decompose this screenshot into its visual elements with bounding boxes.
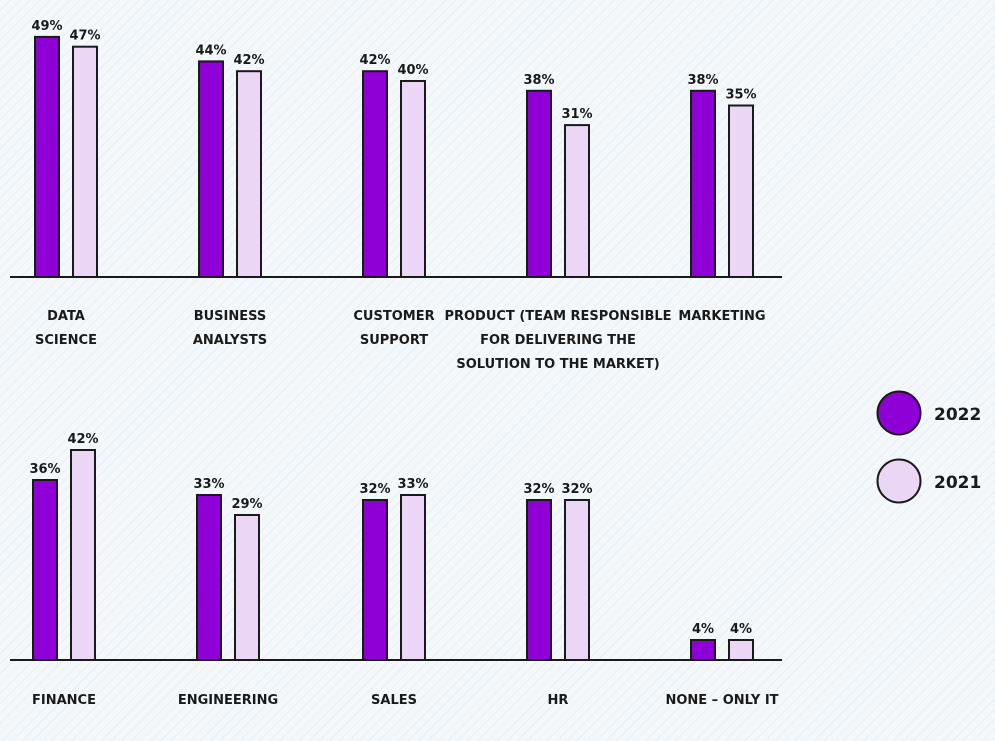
bar-2022	[362, 70, 388, 278]
category-label: NONE – ONLY IT	[665, 693, 778, 708]
legend-label-2021: 2021	[934, 473, 981, 493]
bar-2021	[400, 80, 426, 278]
bar-2021	[728, 639, 754, 661]
category-label: PRODUCT (TEAM RESPONSIBLE	[444, 309, 671, 324]
bar-2022	[690, 639, 716, 661]
data-label: 32%	[561, 482, 592, 497]
bar-2022	[198, 60, 224, 279]
legend-label-2022: 2022	[934, 405, 981, 425]
legend-swatch-2021	[876, 458, 922, 504]
category-label: SCIENCE	[35, 333, 97, 348]
category-label: FINANCE	[32, 693, 96, 708]
bar-2022	[362, 499, 388, 661]
data-label: 47%	[69, 29, 100, 44]
data-label: 35%	[725, 88, 756, 103]
bar-2021	[564, 499, 590, 661]
bar-2022	[32, 479, 58, 661]
bar-2021	[728, 104, 754, 278]
data-label: 4%	[730, 622, 752, 637]
category-label: BUSINESS	[194, 309, 267, 324]
bar-2021	[564, 124, 590, 278]
category-label: SALES	[371, 693, 417, 708]
data-label: 4%	[692, 622, 714, 637]
bar-2022	[526, 499, 552, 661]
data-label: 33%	[193, 477, 224, 492]
data-label: 33%	[397, 477, 428, 492]
legend-swatch-2022	[876, 390, 922, 436]
bar-2021	[70, 449, 96, 661]
data-label: 38%	[687, 73, 718, 88]
category-label: ANALYSTS	[193, 333, 267, 348]
bar-2022	[526, 89, 552, 278]
bar-2022	[196, 494, 222, 661]
category-label: MARKETING	[678, 309, 765, 324]
bar-2021	[236, 70, 262, 278]
data-label: 42%	[67, 432, 98, 447]
category-label: HR	[548, 693, 569, 708]
bar-2022	[34, 35, 60, 279]
category-label: SUPPORT	[360, 333, 428, 348]
data-label: 49%	[31, 19, 62, 34]
data-label: 44%	[195, 43, 226, 58]
bar-2022	[690, 89, 716, 278]
data-label: 31%	[561, 107, 592, 122]
bar-2021	[72, 45, 98, 279]
chart-panel-2: 36% 42% FINANCE 33% 29% ENGINEERING 32% 33% SALE…	[10, 432, 782, 708]
category-label: CUSTOMER	[353, 309, 434, 324]
data-label: 40%	[397, 63, 428, 78]
category-label: ENGINEERING	[178, 693, 278, 708]
data-label: 32%	[359, 482, 390, 497]
data-label: 38%	[523, 73, 554, 88]
data-label: 36%	[29, 462, 60, 477]
data-label: 42%	[359, 53, 390, 68]
bar-2021	[234, 514, 260, 661]
chart-panel-1: 49% 47% DATA SCIENCE 44% 42% BUSINESS ANALYSTS 4…	[10, 19, 782, 372]
legend: 2022 2021	[876, 390, 981, 504]
category-label: FOR DELIVERING THE	[480, 333, 636, 348]
data-label: 42%	[233, 53, 264, 68]
bar-2021	[400, 494, 426, 661]
category-label: DATA	[47, 309, 85, 324]
data-label: 29%	[231, 497, 262, 512]
data-label: 32%	[523, 482, 554, 497]
category-label: SOLUTION TO THE MARKET)	[456, 357, 659, 372]
